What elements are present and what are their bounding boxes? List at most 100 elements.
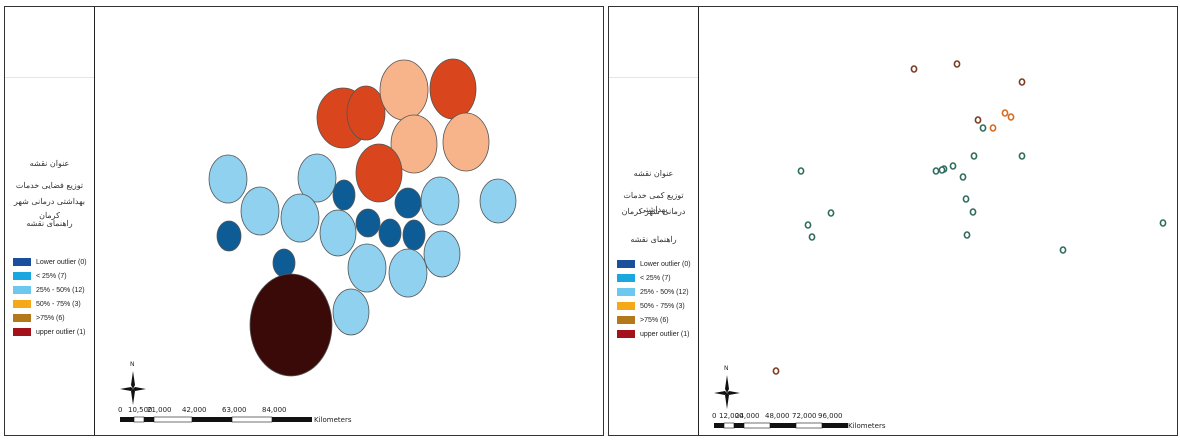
map-point bbox=[1059, 246, 1067, 254]
map-circle bbox=[479, 178, 517, 224]
scale-tick: 72,000 bbox=[792, 412, 817, 420]
map-circle bbox=[355, 143, 403, 203]
legend-title-line1: توزیع کمی خدمات بهداشتی bbox=[623, 191, 684, 214]
map-circle bbox=[402, 219, 426, 251]
scale-tick: 84,000 bbox=[262, 406, 287, 414]
map-circle bbox=[379, 59, 429, 121]
map-point bbox=[959, 173, 967, 181]
left-legend: عنوان نقشه توزیع فضایی خدمات بهداشتی درم… bbox=[5, 7, 95, 435]
map-circle bbox=[378, 218, 402, 248]
map-point bbox=[804, 221, 812, 229]
legend-title-line2: بهداشتی درمانی شهر کرمان bbox=[13, 197, 86, 220]
map-point bbox=[962, 195, 970, 203]
legend-item-label: Lower outlier (0) bbox=[640, 260, 691, 268]
map-circle bbox=[319, 209, 357, 257]
map-point bbox=[1159, 219, 1167, 227]
legend-item-label: upper outlier (1) bbox=[36, 328, 86, 336]
map-circle bbox=[240, 186, 280, 236]
map-point bbox=[1018, 152, 1026, 160]
legend-item: < 25% (7) bbox=[13, 269, 87, 283]
legend-item: 50% - 75% (3) bbox=[617, 299, 691, 313]
map-point bbox=[808, 233, 816, 241]
legend-item-label: >75% (6) bbox=[36, 314, 65, 322]
legend-items: Lower outlier (0) < 25% (7) 25% - 50% (1… bbox=[13, 255, 87, 339]
legend-item-label: Lower outlier (0) bbox=[36, 258, 87, 266]
map-circle bbox=[429, 58, 477, 120]
map-circle bbox=[442, 112, 490, 172]
legend-title-line2: درمانی شهر کرمان bbox=[621, 207, 686, 216]
left-map-canvas: N 0 10,500 21,000 42,000 63,000 84,000 K… bbox=[96, 7, 603, 435]
map-point bbox=[1007, 113, 1015, 121]
left-circle-map bbox=[208, 58, 517, 377]
scale-unit: Kilometers bbox=[314, 416, 352, 424]
map-circle bbox=[332, 179, 356, 211]
map-circle bbox=[423, 230, 461, 278]
legend-swatch bbox=[617, 316, 635, 324]
map-circle bbox=[420, 176, 460, 226]
legend-item: 50% - 75% (3) bbox=[13, 297, 87, 311]
north-label: N bbox=[130, 361, 135, 368]
legend-item-label: < 25% (7) bbox=[640, 274, 671, 282]
map-point bbox=[932, 167, 940, 175]
legend-swatch bbox=[13, 300, 31, 308]
legend-swatch bbox=[617, 330, 635, 338]
legend-swatch bbox=[13, 314, 31, 322]
legend-title-label: عنوان نقشه bbox=[633, 169, 674, 178]
map-circle bbox=[280, 193, 320, 243]
map-circle bbox=[346, 85, 386, 141]
right-map-panel: عنوان نقشه توزیع کمی خدمات بهداشتی درمان… bbox=[608, 6, 1178, 436]
map-circle bbox=[355, 208, 381, 238]
legend-item-label: >75% (6) bbox=[640, 316, 669, 324]
legend-swatch bbox=[13, 272, 31, 280]
map-point bbox=[953, 60, 961, 68]
map-point bbox=[949, 162, 957, 170]
legend-swatch bbox=[617, 302, 635, 310]
scale-unit: Kilometers bbox=[848, 422, 886, 430]
map-point bbox=[797, 167, 805, 175]
scale-tick: 0 bbox=[118, 406, 123, 414]
legend-item: >75% (6) bbox=[13, 311, 87, 325]
legend-item-label: < 25% (7) bbox=[36, 272, 67, 280]
legend-item: < 25% (7) bbox=[617, 271, 691, 285]
legend-item-label: upper outlier (1) bbox=[640, 330, 690, 338]
map-point bbox=[827, 209, 835, 217]
right-point-map bbox=[772, 60, 1167, 375]
scale-tick: 42,000 bbox=[182, 406, 207, 414]
scale-tick: 10,500 bbox=[128, 406, 153, 414]
scale-tick: 63,000 bbox=[222, 406, 247, 414]
legend-item: upper outlier (1) bbox=[13, 325, 87, 339]
map-circle bbox=[347, 243, 387, 293]
legend-item: upper outlier (1) bbox=[617, 327, 691, 341]
legend-swatch bbox=[13, 286, 31, 294]
scale-tick: 0 bbox=[712, 412, 717, 420]
map-point bbox=[989, 124, 997, 132]
map-point bbox=[979, 124, 987, 132]
legend-swatch bbox=[13, 258, 31, 266]
map-circle bbox=[216, 220, 242, 252]
map-point bbox=[910, 65, 918, 73]
map-point bbox=[963, 231, 971, 239]
legend-title-line1: توزیع فضایی خدمات bbox=[15, 181, 84, 190]
legend-key-label: راهنمای نقشه bbox=[26, 219, 73, 228]
map-circle bbox=[249, 273, 333, 377]
right-map-canvas: N 0 12,000 24,000 48,000 72,000 96,000 K… bbox=[700, 7, 1177, 435]
map-circle bbox=[208, 154, 248, 204]
legend-swatch bbox=[13, 328, 31, 336]
legend-item: 25% - 50% (12) bbox=[617, 285, 691, 299]
map-point bbox=[1018, 78, 1026, 86]
legend-swatch bbox=[617, 260, 635, 268]
legend-swatch bbox=[617, 274, 635, 282]
scale-tick: 48,000 bbox=[765, 412, 790, 420]
legend-items: Lower outlier (0) < 25% (7) 25% - 50% (1… bbox=[617, 257, 691, 341]
legend-key-label: راهنمای نقشه bbox=[630, 235, 677, 244]
legend-item-label: 25% - 50% (12) bbox=[36, 286, 85, 294]
right-legend: عنوان نقشه توزیع کمی خدمات بهداشتی درمان… bbox=[609, 7, 699, 435]
map-point bbox=[772, 367, 780, 375]
legend-item: 25% - 50% (12) bbox=[13, 283, 87, 297]
map-point bbox=[974, 116, 982, 124]
scale-tick: 96,000 bbox=[818, 412, 843, 420]
map-point bbox=[938, 166, 946, 174]
scale-tick: 21,000 bbox=[147, 406, 172, 414]
legend-item-label: 25% - 50% (12) bbox=[640, 288, 689, 296]
map-point bbox=[969, 208, 977, 216]
